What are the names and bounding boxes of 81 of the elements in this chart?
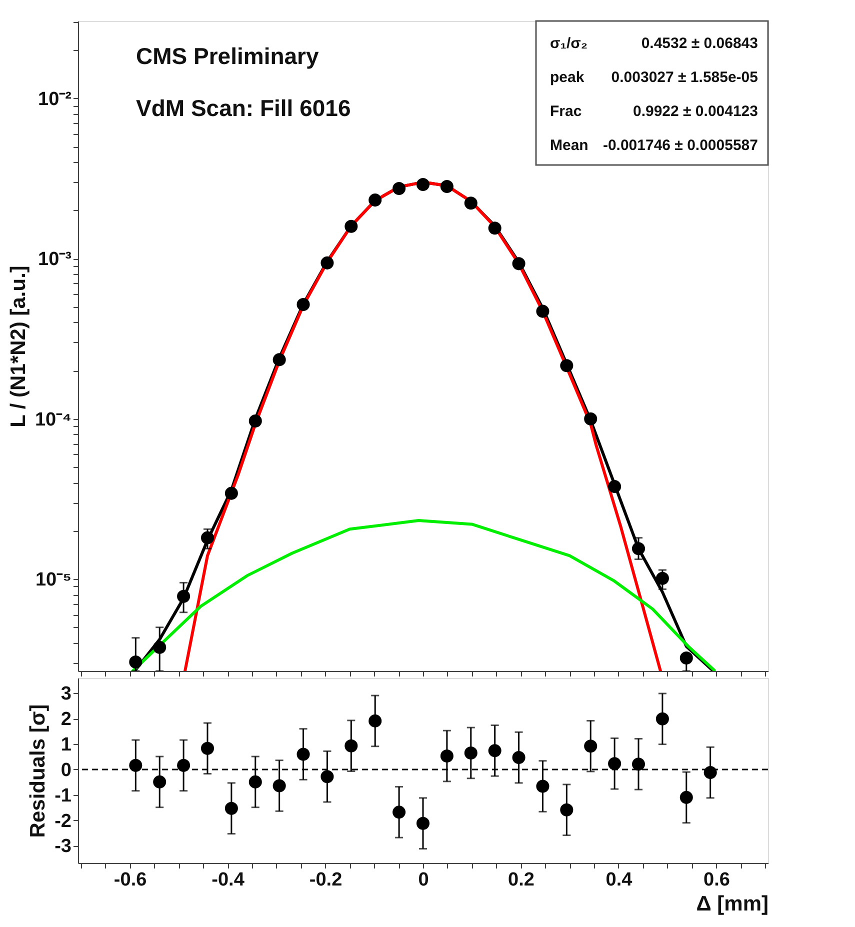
- point: [608, 480, 622, 494]
- point: [368, 714, 382, 728]
- point: [248, 775, 262, 788]
- point: [632, 542, 646, 556]
- annotation: CMS Preliminary: [136, 43, 319, 69]
- point: [464, 196, 478, 210]
- y-tick-label: -2: [54, 810, 72, 832]
- point: [392, 806, 406, 819]
- point: [129, 655, 142, 668]
- annotation: 0.4532 ± 0.06843: [641, 35, 758, 52]
- point: [536, 304, 550, 318]
- point: [560, 359, 574, 372]
- point: [153, 775, 166, 788]
- point: [512, 751, 526, 764]
- line-series: [131, 519, 716, 671]
- point: [344, 739, 358, 752]
- point: [560, 803, 574, 816]
- x-tick-label: 0: [418, 870, 429, 890]
- x-tick-label: 0.2: [508, 870, 534, 890]
- x-axis-title: Δ [mm]: [696, 892, 768, 916]
- y-tick-label: 10⁻²: [38, 88, 72, 110]
- point: [680, 651, 693, 664]
- point: [129, 758, 142, 772]
- point: [656, 572, 669, 585]
- x-tick-label: 0.6: [703, 870, 730, 890]
- point: [153, 640, 166, 654]
- y-tick-label: 10⁻⁵: [35, 570, 72, 591]
- y-tick-label: 0: [60, 760, 72, 781]
- annotation: 0.003027 ± 1.585e-05: [611, 69, 758, 86]
- point: [272, 779, 286, 792]
- x-tick-label: -0.2: [309, 870, 342, 890]
- x-tick-label: -0.6: [114, 870, 147, 890]
- point: [464, 746, 478, 760]
- point: [440, 750, 454, 763]
- point: [200, 742, 214, 755]
- point: [536, 780, 550, 793]
- point: [296, 748, 310, 761]
- point: [608, 757, 622, 770]
- annotation: Frac: [550, 103, 582, 120]
- y-tick-label: 10⁻⁴: [34, 409, 72, 430]
- x-tick-label: -0.4: [212, 870, 245, 890]
- annotation: peak: [550, 69, 585, 86]
- point: [296, 298, 310, 312]
- y-axis-title: Residuals [σ]: [26, 704, 50, 838]
- point: [248, 414, 262, 428]
- point: [368, 194, 382, 207]
- x-tick-label: 0.4: [606, 870, 633, 890]
- y-tick-label: -1: [54, 785, 72, 806]
- point: [416, 178, 430, 192]
- y-tick-label: 10⁻³: [38, 249, 72, 270]
- point: [680, 790, 693, 804]
- annotation: 0.9922 ± 0.004123: [632, 103, 758, 120]
- y-tick-label: 1: [60, 734, 72, 756]
- annotation: VdM Scan: Fill 6016: [136, 95, 351, 121]
- point: [177, 758, 190, 772]
- point: [440, 180, 454, 193]
- point: [320, 770, 334, 784]
- point: [488, 222, 502, 235]
- point: [704, 766, 717, 780]
- y-tick-label: 3: [60, 684, 72, 705]
- point: [584, 740, 598, 753]
- point: [584, 412, 598, 426]
- y-tick-label: 2: [60, 709, 72, 730]
- point: [632, 758, 646, 771]
- point: [224, 802, 238, 815]
- point: [656, 712, 669, 726]
- point: [488, 744, 502, 758]
- point: [344, 220, 358, 233]
- point: [392, 182, 406, 195]
- annotation: Mean: [550, 137, 588, 154]
- point: [200, 531, 214, 544]
- point: [224, 486, 238, 500]
- y-tick-label: -3: [54, 836, 72, 858]
- point: [272, 353, 286, 366]
- point: [177, 590, 190, 603]
- point: [320, 256, 334, 270]
- point: [512, 257, 526, 270]
- annotation: σ₁/σ₂: [550, 35, 588, 52]
- point: [416, 816, 430, 830]
- annotation: -0.001746 ± 0.0005587: [602, 137, 758, 154]
- y-axis-title: L / (N1*N2) [a.u.]: [6, 266, 30, 428]
